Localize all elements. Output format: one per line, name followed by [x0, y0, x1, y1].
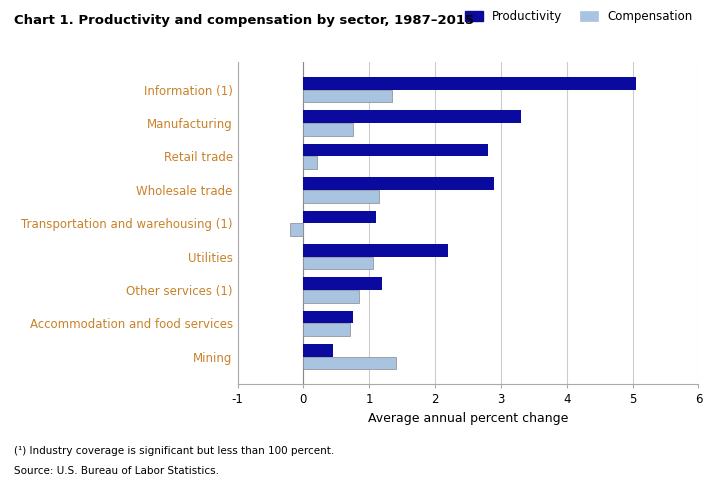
- Bar: [290, 223, 303, 236]
- Bar: [303, 290, 359, 302]
- Bar: [303, 156, 317, 169]
- Bar: [303, 90, 392, 102]
- Bar: [303, 244, 449, 257]
- Bar: [303, 123, 353, 136]
- Legend: Productivity, Compensation: Productivity, Compensation: [465, 11, 693, 24]
- Bar: [303, 277, 382, 290]
- X-axis label: Average annual percent change: Average annual percent change: [368, 411, 568, 425]
- Bar: [303, 344, 333, 357]
- Bar: [303, 211, 376, 223]
- Bar: [303, 311, 353, 324]
- Bar: [303, 357, 395, 370]
- Bar: [303, 190, 379, 203]
- Bar: [303, 77, 636, 90]
- Bar: [303, 144, 487, 156]
- Text: Source: U.S. Bureau of Labor Statistics.: Source: U.S. Bureau of Labor Statistics.: [14, 466, 220, 476]
- Text: Chart 1. Productivity and compensation by sector, 1987–2015: Chart 1. Productivity and compensation b…: [14, 14, 474, 27]
- Text: (¹) Industry coverage is significant but less than 100 percent.: (¹) Industry coverage is significant but…: [14, 446, 335, 456]
- Bar: [303, 177, 495, 190]
- Bar: [303, 324, 349, 336]
- Bar: [303, 257, 372, 269]
- Bar: [303, 110, 521, 123]
